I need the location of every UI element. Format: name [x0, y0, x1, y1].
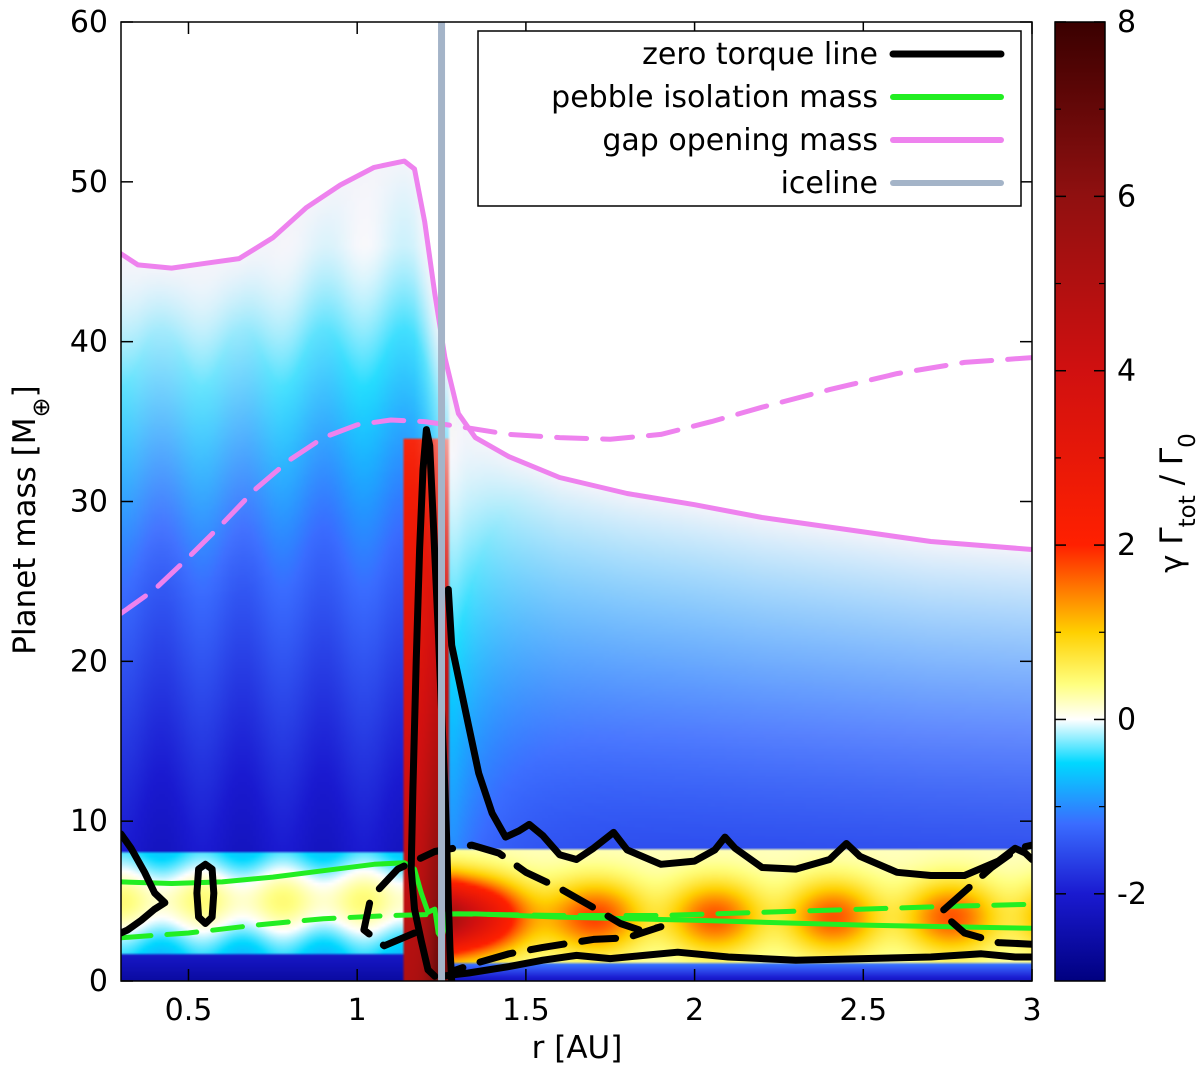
y-axis-title-main: Planet mass [M: [7, 417, 43, 654]
y-axis-title-subscript: ⊕: [27, 397, 55, 417]
y-tick-label: 10: [70, 804, 108, 839]
series-line-1: [121, 355, 1032, 616]
legend-label: iceline: [781, 166, 878, 201]
x-tick-label: 1.5: [502, 993, 550, 1028]
series-line-9: [360, 841, 665, 975]
x-tick-label: 3: [1022, 993, 1041, 1028]
colorbar-tick-label: 4: [1117, 354, 1136, 389]
legend-label: pebble isolation mass: [551, 80, 878, 115]
series-line-8: [193, 860, 218, 927]
y-tick-label: 20: [70, 644, 108, 679]
series-line-4: [438, 948, 1032, 980]
colorbar-ticks: -2 0 2 4 6 8: [1055, 5, 1147, 912]
series-line-0: [121, 158, 1032, 552]
x-axis: 0.5 1 1.5 2 2.5 3: [165, 22, 1042, 1028]
x-tick-label: 1: [348, 993, 367, 1028]
legend-label: gap opening mass: [602, 123, 878, 158]
x-tick-label: 0.5: [165, 993, 213, 1028]
series-line-6: [444, 585, 1032, 879]
y-axis: 0 10 20 30 40 50 60: [70, 5, 1032, 999]
legend-box: [477, 30, 1022, 207]
series-line-7: [121, 830, 169, 937]
legend-label: zero torque line: [642, 37, 878, 72]
colorbar-tick-label: 8: [1117, 5, 1136, 40]
x-axis-title: r [AU]: [532, 1030, 623, 1066]
series-line-5: [407, 426, 456, 981]
colorbar-title: γ Γtot / Γ0: [1154, 433, 1200, 573]
y-axis-title-close: ]: [7, 385, 43, 397]
series-layer: [121, 158, 1032, 981]
colorbar-tick-label: 6: [1117, 179, 1136, 214]
colorbar-tick-label: 0: [1117, 702, 1136, 737]
colorbar-tick-label: 2: [1117, 528, 1136, 563]
y-tick-label: 0: [89, 964, 108, 999]
colorbar-title-sub1: tot: [1175, 495, 1200, 527]
series-line-10: [937, 841, 1032, 948]
y-tick-label: 30: [70, 485, 108, 520]
y-tick-label: 50: [70, 165, 108, 200]
colorbar-title-main: γ Γ: [1154, 527, 1190, 573]
x-tick-label: 2.5: [839, 993, 887, 1028]
legend: zero torque line pebble isolation mass gap…: [477, 30, 1022, 207]
x-tick-label: 2: [685, 993, 704, 1028]
series-line-3: [121, 901, 1032, 941]
y-tick-label: 40: [70, 325, 108, 360]
colorbar-title-mid: / Γ: [1154, 447, 1190, 495]
y-axis-title: Planet mass [M⊕]: [7, 385, 55, 654]
colorbar-title-sub2: 0: [1175, 433, 1200, 448]
y-tick-label: 60: [70, 5, 108, 40]
colorbar-tick-label: -2: [1117, 877, 1147, 912]
colorbar-bar: [1054, 21, 1106, 982]
